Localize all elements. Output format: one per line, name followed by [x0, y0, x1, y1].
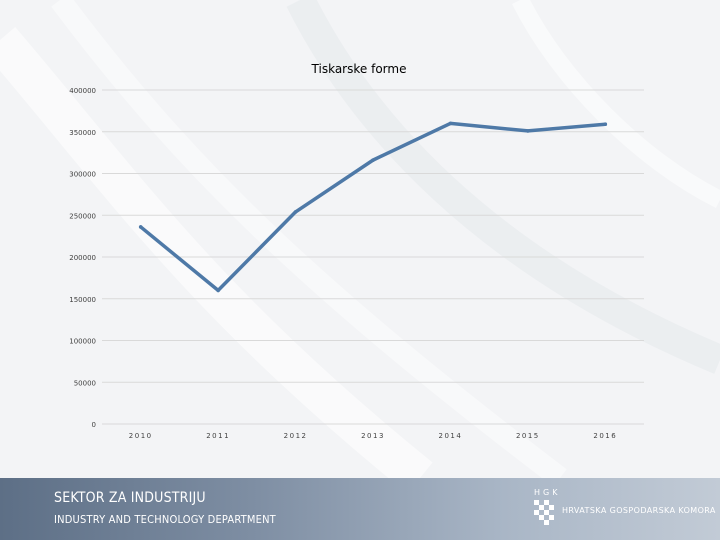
y-tick-label: 250000 — [69, 212, 96, 220]
data-point — [138, 225, 143, 229]
chart-title: Tiskarske forme — [311, 62, 407, 76]
background-swoosh — [0, 0, 720, 478]
logo-letters: HGK — [534, 488, 561, 497]
data-point — [371, 158, 375, 162]
logo-name: HRVATSKA GOSPODARSKA KOMORA — [562, 506, 716, 515]
data-point — [448, 121, 453, 126]
footer-banner: SEKTOR ZA INDUSTRIJU INDUSTRY AND TECHNO… — [0, 478, 720, 540]
y-tick-label: 150000 — [69, 296, 96, 304]
checkerboard-icon — [534, 500, 554, 525]
y-axis-labels: 0 50000 100000 150000 200000 250000 300000 3500… — [69, 87, 96, 429]
x-axis-labels: 2010 2011 2012 2013 2014 2015 2016 — [129, 432, 617, 440]
y-tick-label: 0 — [92, 421, 96, 429]
x-tick-label: 2014 — [439, 432, 463, 440]
data-point — [293, 210, 298, 214]
gridlines — [102, 89, 644, 425]
footer-subtitle: INDUSTRY AND TECHNOLOGY DEPARTMENT — [54, 513, 276, 526]
x-tick-label: 2010 — [129, 432, 153, 440]
y-tick-label: 200000 — [69, 254, 96, 262]
data-point — [216, 288, 220, 293]
x-tick-label: 2015 — [516, 432, 540, 440]
x-tick-label: 2011 — [206, 432, 230, 440]
y-tick-label: 50000 — [74, 379, 96, 387]
x-tick-label: 2016 — [593, 432, 617, 440]
series-line — [138, 121, 608, 293]
y-tick-label: 100000 — [69, 338, 96, 346]
hgk-logo: HGK HRVATSKA GOSPODARSKA KOMORA — [532, 488, 715, 532]
y-tick-label: 300000 — [69, 171, 96, 179]
y-tick-label: 400000 — [69, 87, 96, 95]
x-tick-label: 2013 — [361, 432, 385, 440]
series-lines — [138, 121, 608, 293]
data-point — [526, 129, 530, 133]
footer-title: SEKTOR ZA INDUSTRIJU — [54, 490, 206, 506]
data-point — [603, 122, 608, 127]
line-chart: Tiskarske forme 0 50000 100000 150000 200000… — [69, 62, 644, 440]
x-tick-label: 2012 — [284, 432, 308, 440]
y-tick-label: 350000 — [69, 129, 96, 137]
